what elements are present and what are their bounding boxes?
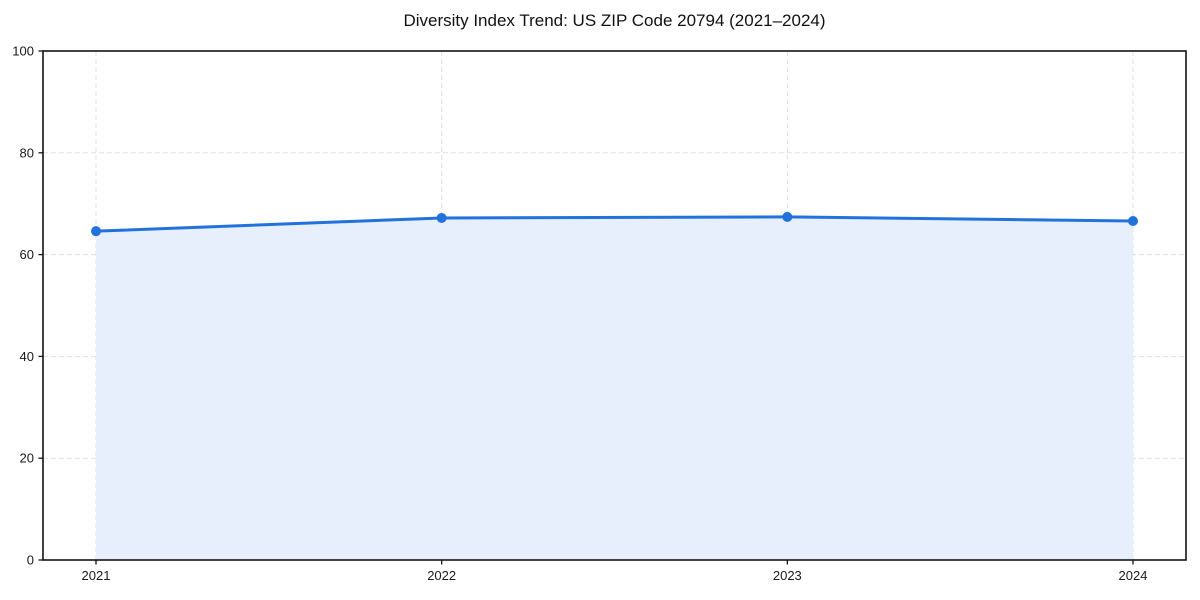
y-axis-tick-label: 80: [20, 145, 34, 160]
data-point-marker: [782, 211, 793, 222]
y-axis-tick-label: 60: [20, 247, 34, 262]
y-axis-tick-label: 0: [27, 553, 34, 568]
series-area-fill: [96, 216, 1133, 560]
x-axis-tick-label: 2024: [1119, 568, 1148, 583]
data-point-marker: [436, 212, 447, 223]
plot-frame: [42, 50, 1187, 561]
y-axis-tick-label: 100: [12, 44, 34, 59]
y-axis-tick-label: 40: [20, 349, 34, 364]
data-point-marker: [91, 226, 101, 237]
y-axis-tick-label: 20: [20, 451, 34, 466]
data-point-marker: [1128, 216, 1138, 227]
x-axis-tick-label: 2023: [773, 568, 802, 583]
x-axis-tick-label: 2022: [427, 568, 456, 583]
series-line: [94, 215, 1135, 233]
x-axis-tick-label: 2021: [82, 568, 111, 583]
chart-title: Diversity Index Trend: US ZIP Code 20794…: [403, 11, 826, 30]
